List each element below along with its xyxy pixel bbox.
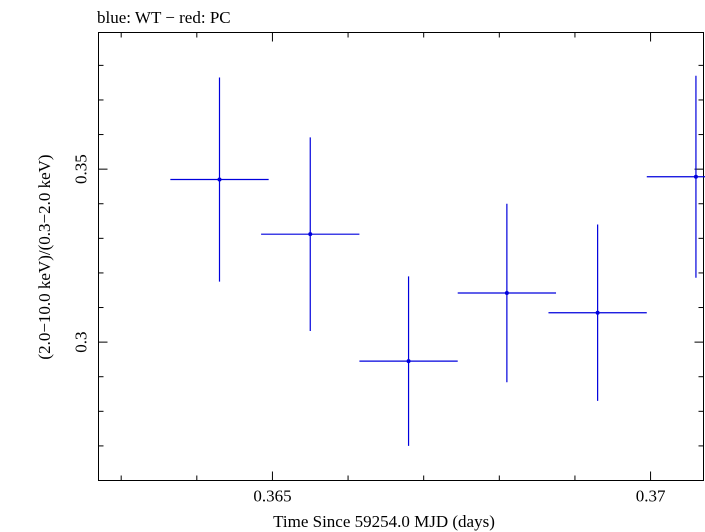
data-series	[170, 75, 705, 446]
y-tick-label: 0.35	[72, 154, 91, 184]
point-marker	[308, 232, 313, 237]
axis-ticks	[98, 32, 704, 481]
point-marker	[504, 290, 509, 295]
point-marker	[595, 310, 600, 315]
y-axis-label: (2.0−10.0 keV)/(0.3−2.0 keV)	[35, 154, 54, 359]
data-point	[170, 77, 269, 282]
data-point	[457, 203, 557, 383]
point-marker	[217, 177, 222, 182]
y-tick-label: 0.3	[72, 331, 91, 352]
plot-frame	[98, 32, 704, 481]
chart-title: blue: WT − red: PC	[97, 8, 231, 27]
point-marker	[406, 359, 411, 364]
x-tick-label: 0.37	[636, 487, 666, 506]
data-point	[261, 137, 360, 332]
data-point	[359, 276, 458, 446]
data-point	[646, 75, 705, 278]
data-point	[548, 224, 647, 401]
x-tick-label: 0.365	[253, 487, 291, 506]
x-axis-label: Time Since 59254.0 MJD (days)	[273, 512, 495, 531]
point-marker	[693, 174, 698, 179]
